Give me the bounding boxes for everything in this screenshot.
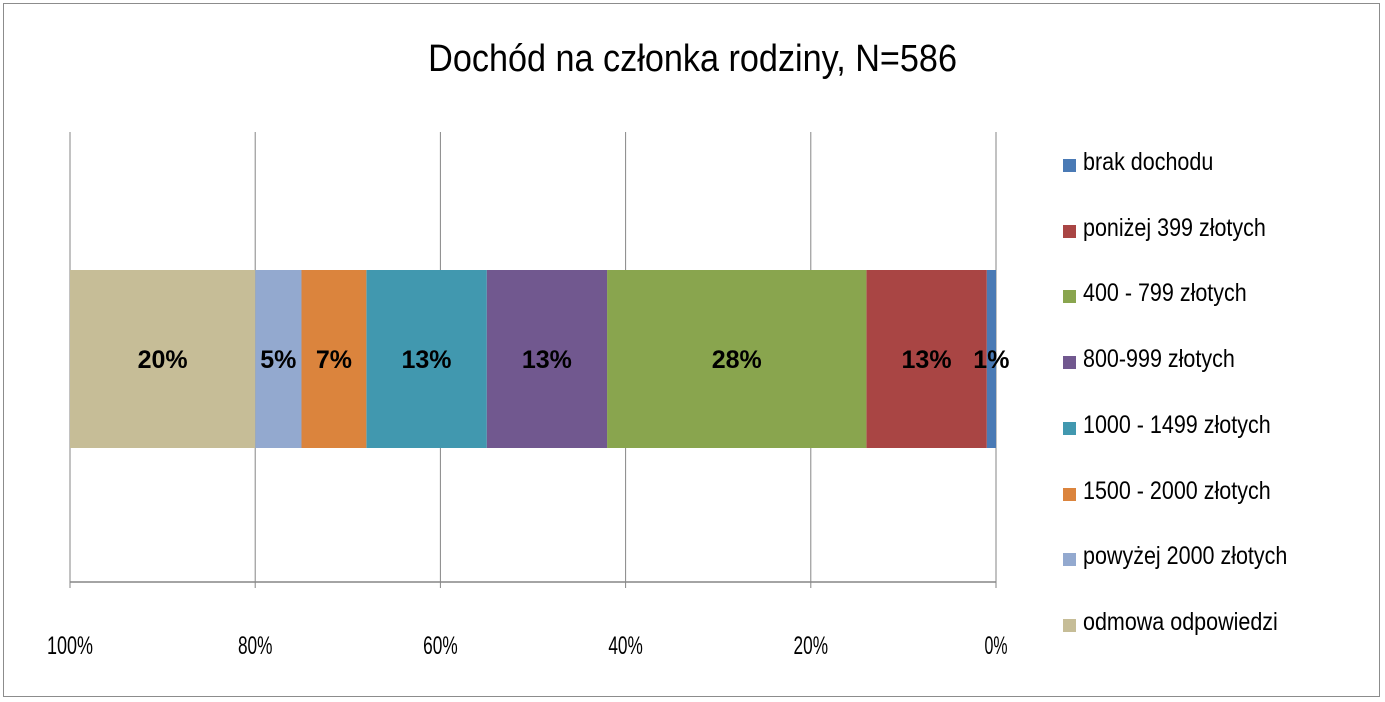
legend-label: 400 - 799 złotych [1083,279,1247,308]
bar-segment [301,270,367,448]
chart-title: Dochód na członka rodziny, N=586 [428,38,957,80]
legend-swatch [1063,618,1076,632]
legend-label: powyżej 2000 złotych [1083,542,1288,571]
data-label: 7% [316,346,352,374]
bar-segment [866,270,987,448]
legend-label: 1500 - 2000 złotych [1083,476,1271,505]
bar-segment [986,270,996,448]
bar-segment [255,270,302,448]
x-tick-label: 80% [238,632,273,660]
data-labels: 1% 13% 28% 13% 13% 7% 5% 20% [138,346,1010,374]
legend-label: brak dochodu [1083,148,1214,176]
legend-swatch [1063,421,1076,435]
legend-label: 1000 - 1499 złotych [1083,410,1271,439]
legend-swatch [1063,487,1076,501]
x-tick-label: 100% [47,632,93,660]
x-axis: 0% 20% 40% 60% 80% 100% [47,581,1008,660]
bar-segment [607,270,867,448]
data-label: 13% [902,346,952,374]
x-tick-label: 60% [423,632,458,660]
legend-swatch [1063,224,1076,238]
bar-segment [366,270,487,448]
legend-swatch [1063,356,1076,370]
legend-label: odmowa odpowiedzi [1083,607,1278,636]
bar-segment [486,270,608,448]
data-label: 1% [973,346,1009,374]
x-tick-label: 0% [985,632,1008,660]
x-tick-label: 40% [608,632,643,660]
stacked-bar [70,270,996,448]
legend-label: 800-999 złotych [1083,345,1235,374]
data-label: 28% [712,346,762,374]
legend-label: poniżej 399 złotych [1083,213,1266,242]
data-label: 5% [260,346,296,374]
bar-segment [70,270,256,448]
legend-swatch [1063,159,1076,172]
legend-swatch [1063,290,1076,304]
data-label: 13% [401,346,451,374]
x-tick-label: 20% [794,632,829,660]
data-label: 20% [138,346,188,374]
legend-swatch [1063,553,1076,567]
data-label: 13% [522,346,572,374]
